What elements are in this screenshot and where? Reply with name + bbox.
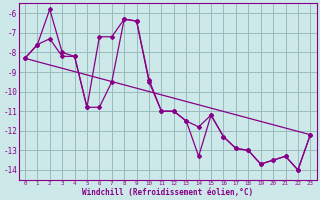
X-axis label: Windchill (Refroidissement éolien,°C): Windchill (Refroidissement éolien,°C) bbox=[82, 188, 253, 197]
